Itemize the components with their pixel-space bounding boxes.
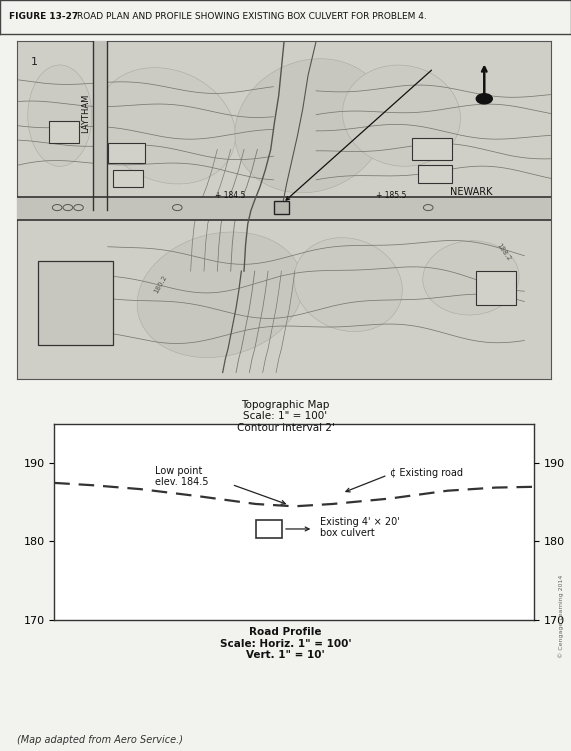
Text: Road Profile
Scale: Horiz. 1" = 100'
Vert. 1" = 10': Road Profile Scale: Horiz. 1" = 100' Ver… xyxy=(220,627,351,660)
Circle shape xyxy=(476,94,492,104)
Bar xyxy=(113,170,143,186)
Bar xyxy=(49,121,79,143)
Bar xyxy=(38,261,113,345)
Bar xyxy=(476,271,516,305)
Text: + 184.5: + 184.5 xyxy=(215,192,246,201)
Text: 180.2: 180.2 xyxy=(153,273,168,294)
Text: LAYTHAM: LAYTHAM xyxy=(81,93,90,132)
Text: ¢ Existing road: ¢ Existing road xyxy=(390,468,463,478)
Bar xyxy=(275,201,289,214)
Text: 188.2: 188.2 xyxy=(495,242,512,262)
Text: Existing 4' × 20'
box culvert: Existing 4' × 20' box culvert xyxy=(320,517,400,538)
Text: Topographic Map
Scale: 1" = 100'
Contour interval 2': Topographic Map Scale: 1" = 100' Contour… xyxy=(236,400,335,433)
Ellipse shape xyxy=(98,68,235,184)
Text: © Cengage Learning 2014: © Cengage Learning 2014 xyxy=(558,574,564,658)
Ellipse shape xyxy=(294,237,403,332)
Bar xyxy=(417,164,452,183)
Ellipse shape xyxy=(137,232,303,357)
Text: FIGURE 13-27: FIGURE 13-27 xyxy=(9,13,78,21)
Text: NEWARK: NEWARK xyxy=(449,187,492,197)
Bar xyxy=(256,520,282,538)
Ellipse shape xyxy=(28,65,92,166)
Bar xyxy=(93,41,107,210)
Text: 1: 1 xyxy=(30,57,38,67)
Bar xyxy=(108,143,145,163)
Text: ROAD PLAN AND PROFILE SHOWING EXISTING BOX CULVERT FOR PROBLEM 4.: ROAD PLAN AND PROFILE SHOWING EXISTING B… xyxy=(77,13,427,21)
Ellipse shape xyxy=(235,59,387,193)
Bar xyxy=(412,137,452,159)
Ellipse shape xyxy=(343,65,460,166)
Ellipse shape xyxy=(423,241,519,315)
Bar xyxy=(17,197,551,221)
Text: (Map adapted from Aero Service.): (Map adapted from Aero Service.) xyxy=(17,735,183,745)
Text: + 185.5: + 185.5 xyxy=(376,192,406,201)
Text: Low point
elev. 184.5: Low point elev. 184.5 xyxy=(155,466,208,487)
